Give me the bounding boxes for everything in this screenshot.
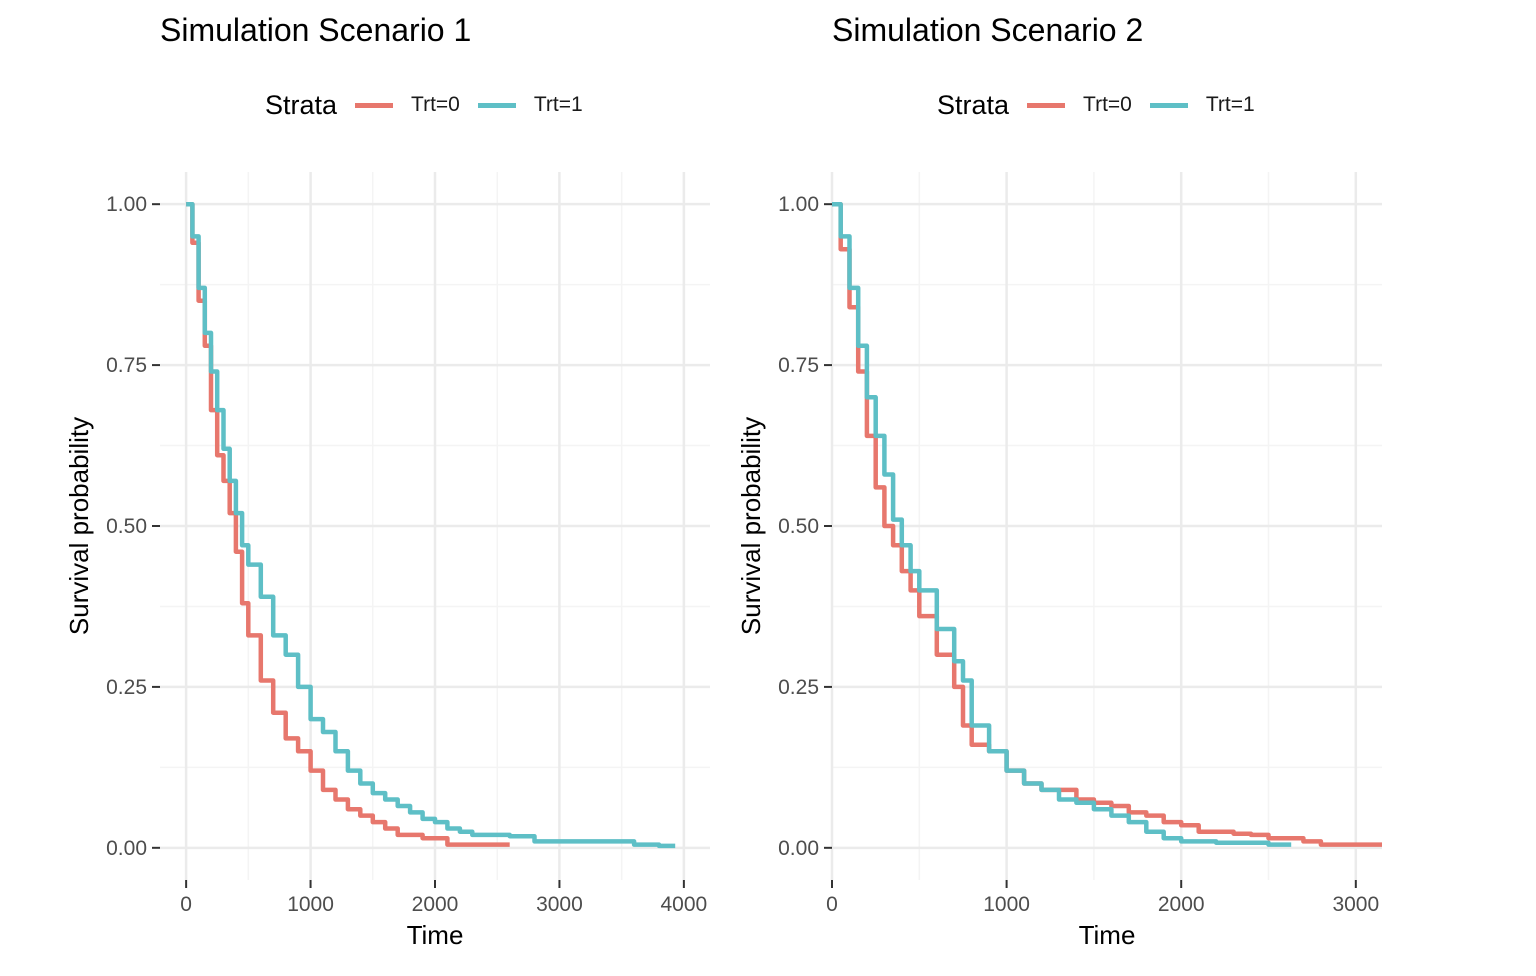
y-axis-title: Survival probability bbox=[736, 417, 766, 635]
x-axis-title: Time bbox=[1079, 920, 1136, 950]
legend-label-trt0: Trt=0 bbox=[411, 93, 460, 116]
survival-curve-trt0 bbox=[832, 201, 1382, 847]
chart-panel-1: Simulation Scenario 1 Strata Trt=0 Trt=1… bbox=[64, 12, 710, 950]
y-tick-label: 1.00 bbox=[106, 193, 147, 216]
survival-curve-trt0 bbox=[186, 201, 510, 847]
x-axis-title: Time bbox=[407, 920, 464, 950]
x-tick-label: 1000 bbox=[287, 893, 334, 916]
legend: Strata Trt=0 Trt=1 bbox=[265, 88, 601, 122]
survival-curve-trt1 bbox=[832, 201, 1292, 847]
x-tick-label: 3000 bbox=[1332, 893, 1379, 916]
y-tick-label: 0.00 bbox=[778, 837, 819, 860]
plot-area: 0.00 0.25 0.50 0.75 1.00 0 1000 2000 3000 Time Sur… bbox=[736, 172, 1382, 950]
legend-key-trt1 bbox=[477, 102, 516, 108]
y-tick-label: 0.75 bbox=[778, 354, 819, 377]
legend-label-trt0: Trt=0 bbox=[1083, 93, 1132, 116]
y-axis-title: Survival probability bbox=[64, 417, 94, 635]
legend-title: Strata bbox=[937, 89, 1010, 120]
y-tick-label: 0.50 bbox=[778, 515, 819, 538]
x-tick-label: 1000 bbox=[983, 893, 1030, 916]
legend: Strata Trt=0 Trt=1 bbox=[937, 88, 1273, 122]
x-tick-label: 3000 bbox=[536, 893, 583, 916]
chart-title: Simulation Scenario 1 bbox=[160, 12, 472, 48]
y-tick-label: 0.25 bbox=[778, 676, 819, 699]
legend-label-trt1: Trt=1 bbox=[533, 93, 583, 116]
x-tick-label: 4000 bbox=[661, 893, 708, 916]
survival-curve-trt1 bbox=[186, 201, 676, 849]
legend-key-trt0 bbox=[355, 102, 394, 108]
x-tick-label: 2000 bbox=[412, 893, 459, 916]
x-tick-label: 2000 bbox=[1158, 893, 1205, 916]
chart-panel-2: Simulation Scenario 2 Strata Trt=0 Trt=1… bbox=[672, 0, 1440, 976]
y-tick-label: 0.75 bbox=[106, 354, 147, 377]
chart-title: Simulation Scenario 2 bbox=[832, 12, 1144, 48]
legend-key-trt0 bbox=[1027, 102, 1066, 108]
y-tick-label: 1.00 bbox=[778, 193, 819, 216]
plot-area: 0.00 0.25 0.50 0.75 1.00 0 1000 2000 3000 4000 Tim… bbox=[64, 172, 710, 950]
y-tick-label: 0.00 bbox=[106, 837, 147, 860]
legend-key-trt1 bbox=[1149, 102, 1188, 108]
y-tick-label: 0.25 bbox=[106, 676, 147, 699]
x-tick-label: 0 bbox=[180, 893, 192, 916]
legend-title: Strata bbox=[265, 89, 338, 120]
legend-label-trt1: Trt=1 bbox=[1205, 93, 1255, 116]
y-tick-label: 0.50 bbox=[106, 515, 147, 538]
x-tick-label: 0 bbox=[826, 893, 838, 916]
